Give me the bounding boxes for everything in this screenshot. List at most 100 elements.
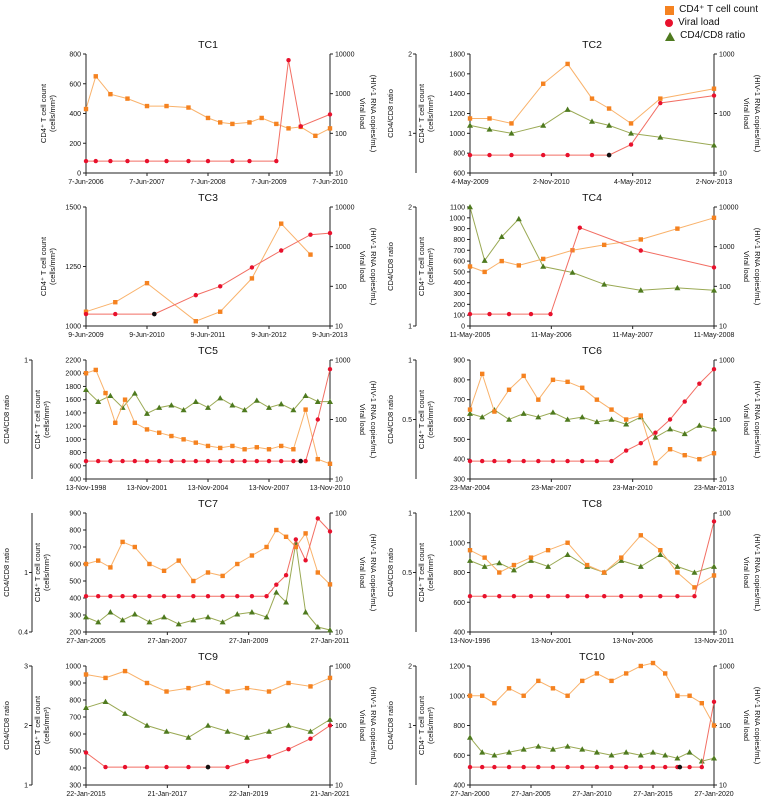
svg-text:700: 700 [69, 715, 81, 722]
svg-text:2200: 2200 [65, 358, 81, 365]
svg-text:27-Jan-2020: 27-Jan-2020 [694, 791, 733, 798]
chart-tc3: TC3 1000 1250 1500 10 100 1000 10000 9-Jun-2009 9… [39, 192, 378, 339]
svg-text:TC3: TC3 [198, 192, 218, 204]
svg-text:900: 900 [69, 511, 81, 518]
svg-text:10000: 10000 [335, 205, 355, 212]
svg-text:100: 100 [453, 313, 465, 320]
svg-text:Viral load: Viral load [358, 404, 367, 435]
svg-text:800: 800 [69, 528, 81, 535]
svg-text:500: 500 [453, 269, 465, 276]
svg-text:300: 300 [453, 477, 465, 484]
treatment-interruption-dot [606, 152, 612, 158]
viral-series [467, 225, 717, 317]
svg-text:10: 10 [719, 477, 727, 484]
svg-text:500: 500 [69, 579, 81, 586]
treatment-interruption-dot [205, 764, 211, 770]
svg-text:10: 10 [335, 171, 343, 178]
svg-text:TC6: TC6 [582, 345, 602, 357]
viral-series [83, 230, 333, 317]
svg-text:9-Jun-2012: 9-Jun-2012 [251, 332, 287, 339]
svg-text:400: 400 [69, 477, 81, 484]
svg-text:(HIV-1 RNA copies/mL): (HIV-1 RNA copies/mL) [753, 75, 762, 153]
svg-text:800: 800 [453, 723, 465, 730]
svg-text:(HIV-1 RNA copies/mL): (HIV-1 RNA copies/mL) [369, 534, 378, 612]
svg-text:600: 600 [453, 417, 465, 424]
svg-text:1000: 1000 [65, 437, 81, 444]
svg-text:Viral load: Viral load [742, 557, 751, 588]
viral-series [467, 367, 717, 464]
svg-text:1000: 1000 [449, 215, 465, 222]
svg-text:400: 400 [453, 457, 465, 464]
chart-tc2: TC2 600 800 1000 1200 1400 1600 1800 10 100 1000 1 2… [386, 39, 762, 186]
ratio-series [467, 734, 717, 764]
chart-tc1: TC1 0 200 400 600 800 10 100 1000 10000 7-Jun-2006… [39, 39, 378, 186]
svg-text:100: 100 [719, 511, 731, 518]
svg-text:Viral load: Viral load [358, 557, 367, 588]
cd4-series [467, 371, 717, 466]
svg-text:1200: 1200 [449, 664, 465, 671]
svg-text:13-Nov-1998: 13-Nov-1998 [66, 485, 107, 492]
svg-text:(HIV-1 RNA copies/mL): (HIV-1 RNA copies/mL) [753, 534, 762, 612]
svg-text:600: 600 [69, 732, 81, 739]
svg-text:600: 600 [453, 600, 465, 607]
svg-text:Viral load: Viral load [358, 251, 367, 282]
svg-text:CD4/CD8 ratio: CD4/CD8 ratio [386, 242, 395, 291]
svg-text:23-Mar-2010: 23-Mar-2010 [613, 485, 653, 492]
svg-text:400: 400 [69, 111, 81, 118]
svg-text:1000: 1000 [719, 358, 735, 365]
viral-circle-icon [665, 19, 674, 27]
svg-text:100: 100 [335, 131, 347, 138]
svg-text:2-Nov-2013: 2-Nov-2013 [696, 179, 733, 186]
svg-text:1200: 1200 [449, 111, 465, 118]
svg-text:0.5: 0.5 [402, 570, 412, 577]
svg-text:900: 900 [453, 358, 465, 365]
svg-text:13-Nov-2001: 13-Nov-2001 [531, 638, 572, 645]
svg-text:2: 2 [24, 723, 28, 730]
svg-text:13-Nov-2004: 13-Nov-2004 [188, 485, 229, 492]
ratio-series [467, 204, 717, 293]
svg-text:1000: 1000 [449, 131, 465, 138]
svg-text:CD4⁺ T cell count: CD4⁺ T cell count [417, 695, 426, 755]
cd4-series [83, 668, 333, 694]
svg-text:21-Jan-2021: 21-Jan-2021 [310, 791, 349, 798]
svg-text:600: 600 [69, 562, 81, 569]
svg-text:1400: 1400 [65, 410, 81, 417]
chart-tc6: TC6 300 400 500 600 700 800 900 10 100 1000 0.5 1 CD4… [386, 345, 762, 492]
svg-text:Viral load: Viral load [358, 710, 367, 741]
svg-text:10: 10 [335, 477, 343, 484]
svg-text:TC4: TC4 [582, 192, 602, 204]
svg-text:1: 1 [408, 324, 412, 331]
svg-text:800: 800 [69, 698, 81, 705]
svg-text:10000: 10000 [335, 52, 355, 59]
svg-text:(cells/mm³): (cells/mm³) [42, 706, 51, 744]
svg-text:22-Jan-2015: 22-Jan-2015 [66, 791, 105, 798]
svg-text:11-May-2006: 11-May-2006 [531, 332, 572, 339]
svg-text:9-Jun-2013: 9-Jun-2013 [312, 332, 348, 339]
svg-text:(HIV-1 RNA copies/mL): (HIV-1 RNA copies/mL) [753, 687, 762, 765]
svg-text:1800: 1800 [65, 384, 81, 391]
svg-text:13-Nov-2010: 13-Nov-2010 [310, 485, 351, 492]
viral-series [467, 93, 717, 158]
viral-series [83, 516, 333, 599]
svg-text:1: 1 [24, 358, 28, 365]
svg-text:CD4/CD8 ratio: CD4/CD8 ratio [2, 395, 11, 444]
svg-text:10: 10 [335, 630, 343, 637]
svg-text:(HIV-1 RNA copies/mL): (HIV-1 RNA copies/mL) [369, 687, 378, 765]
treatment-interruption-dot [677, 764, 683, 770]
viral-series [467, 699, 717, 770]
svg-text:(HIV-1 RNA copies/mL): (HIV-1 RNA copies/mL) [369, 381, 378, 459]
svg-text:(cells/mm³): (cells/mm³) [42, 400, 51, 438]
svg-text:100: 100 [335, 284, 347, 291]
svg-text:900: 900 [453, 226, 465, 233]
svg-text:1: 1 [408, 131, 412, 138]
svg-text:CD4/CD8 ratio: CD4/CD8 ratio [386, 89, 395, 138]
svg-text:27-Jan-2005: 27-Jan-2005 [66, 638, 105, 645]
svg-text:7-Jun-2006: 7-Jun-2006 [68, 179, 104, 186]
svg-text:7-Jun-2010: 7-Jun-2010 [312, 179, 348, 186]
legend-label-cd4: CD4⁺ T cell count [679, 4, 758, 15]
svg-text:1200: 1200 [449, 511, 465, 518]
svg-text:3: 3 [24, 664, 28, 671]
svg-text:(cells/mm³): (cells/mm³) [426, 247, 435, 285]
svg-text:22-Jan-2019: 22-Jan-2019 [229, 791, 268, 798]
ratio-series [83, 539, 333, 633]
